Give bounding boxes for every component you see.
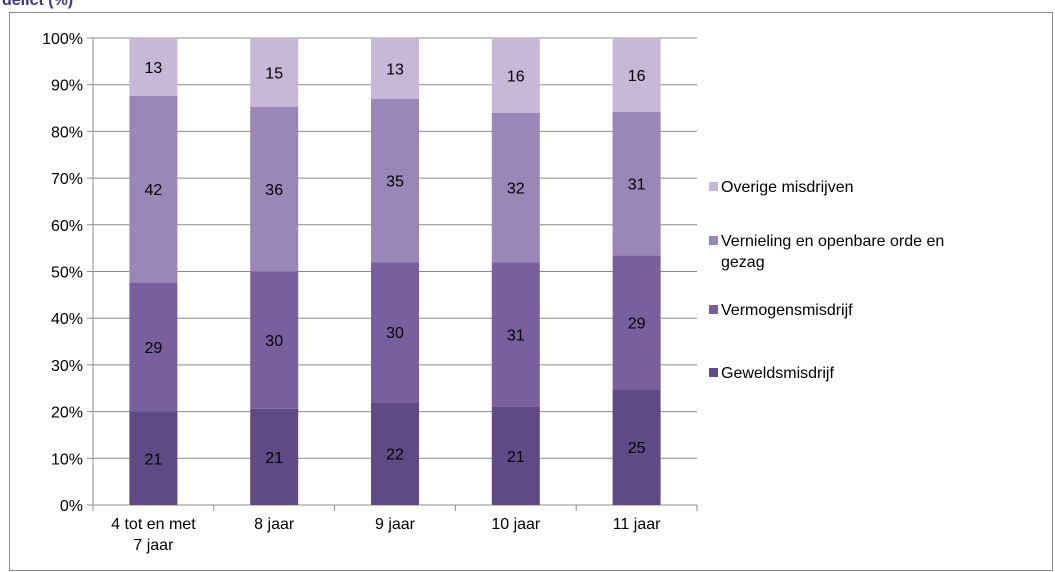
x-tick-label: 7 jaar	[133, 537, 174, 554]
chart-frame	[9, 12, 1053, 571]
y-tick-label: 80%	[51, 124, 83, 141]
data-label: 21	[507, 449, 525, 466]
y-tick-label: 0%	[60, 498, 83, 515]
x-tick-label: 9 jaar	[375, 516, 416, 533]
bar-segment	[612, 38, 661, 112]
data-label: 21	[265, 450, 283, 467]
y-tick-label: 50%	[51, 265, 83, 282]
bar-segment	[612, 255, 661, 390]
bar-segment	[371, 38, 419, 99]
legend-swatch	[709, 305, 718, 314]
x-tick-label: 8 jaar	[254, 516, 295, 533]
y-tick-label: 100%	[42, 31, 83, 48]
data-label: 21	[145, 451, 163, 468]
data-label: 42	[145, 182, 163, 199]
chart-title: delict (%)	[2, 0, 74, 9]
data-label: 32	[507, 180, 525, 197]
data-label: 22	[386, 447, 404, 464]
data-label: 29	[628, 315, 646, 332]
x-tick-label: 11 jaar	[613, 516, 661, 533]
bar-segment	[250, 408, 299, 505]
bar-segment	[612, 111, 661, 256]
bar-segment	[250, 38, 299, 107]
y-tick-label: 20%	[51, 405, 83, 422]
bar-segment	[371, 402, 419, 505]
data-label: 13	[145, 60, 163, 77]
bar-segment	[612, 389, 661, 505]
legend-label: Overige misdrijven	[721, 179, 853, 196]
data-label: 16	[507, 68, 525, 85]
legend-swatch	[709, 182, 718, 191]
data-label: 15	[265, 65, 283, 82]
data-label: 25	[628, 440, 646, 457]
data-label: 30	[386, 325, 404, 342]
bar-segment	[371, 98, 419, 263]
bar-segment	[491, 262, 540, 407]
y-tick-label: 70%	[51, 171, 83, 188]
bar-segment	[371, 262, 419, 403]
bar-segment	[250, 106, 299, 272]
y-tick-label: 10%	[51, 451, 83, 468]
data-label: 29	[145, 340, 163, 357]
y-tick-label: 30%	[51, 358, 83, 375]
bar-segment	[491, 112, 540, 263]
data-label: 13	[386, 61, 404, 78]
bar-segment	[250, 271, 299, 409]
data-label: 31	[507, 328, 525, 345]
y-tick-label: 40%	[51, 311, 83, 328]
legend-label: Vermogensmisdrijf	[721, 302, 853, 319]
legend-label: Geweldsmisdrijf	[721, 365, 834, 382]
bar-segment	[129, 38, 178, 96]
data-label: 31	[628, 177, 646, 194]
y-tick-label: 60%	[51, 218, 83, 235]
bar-segment	[129, 282, 178, 412]
bar-segment	[129, 95, 178, 283]
data-label: 35	[386, 173, 404, 190]
x-tick-label: 4 tot en met	[111, 516, 196, 533]
bar-segment	[491, 38, 540, 113]
bar-segment	[129, 411, 178, 505]
y-tick-label: 90%	[51, 78, 83, 95]
legend-label: gezag	[721, 254, 765, 271]
data-label: 36	[265, 182, 283, 199]
x-tick-label: 10 jaar	[491, 516, 541, 533]
bar-segment	[491, 406, 540, 505]
data-label: 30	[265, 333, 283, 350]
legend-label: Vernieling en openbare orde en	[721, 233, 944, 250]
legend-swatch	[709, 236, 718, 245]
legend-swatch	[709, 368, 718, 377]
data-label: 16	[628, 68, 646, 85]
